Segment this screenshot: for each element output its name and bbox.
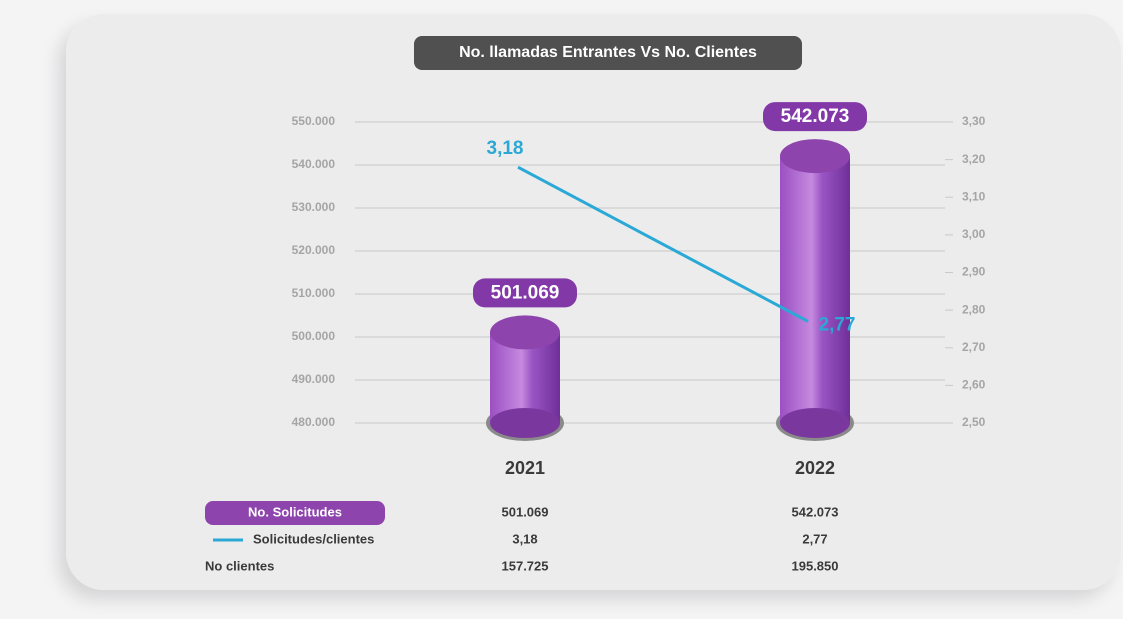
legend-label: No. Solicitudes: [248, 504, 342, 519]
card: [66, 14, 1121, 590]
chart-title: No. llamadas Entrantes Vs No. Clientes: [459, 44, 757, 61]
table-row-label: No clientes: [205, 558, 274, 573]
line-value-label: 2,77: [819, 314, 856, 335]
y2-tick-label: 3,10: [962, 189, 986, 203]
y-tick-label: 550.000: [292, 114, 336, 128]
value-pill: [763, 102, 867, 132]
table-cell: 195.850: [792, 558, 839, 573]
y2-tick-label: 2,50: [962, 415, 986, 429]
bar-bottom: [490, 408, 560, 438]
y2-tick-label: 2,80: [962, 302, 986, 316]
line: [517, 165, 809, 323]
value-pill: [473, 278, 577, 308]
table-cell: 542.073: [792, 504, 839, 519]
legend-label: Solicitudes/clientes: [253, 531, 374, 546]
y2-tick-label: 3,00: [962, 227, 986, 241]
y2-tick-label: 3,20: [962, 152, 986, 166]
legend-pill: [205, 501, 385, 525]
title-pill: [414, 36, 802, 70]
bar-bottom: [780, 408, 850, 438]
table-cell: 2,77: [802, 531, 827, 546]
value-label: 501.069: [491, 282, 560, 303]
y2-tick-label: 2,70: [962, 340, 986, 354]
y-tick-label: 480.000: [292, 415, 336, 429]
table-cell: 3,18: [512, 531, 537, 546]
y2-tick-label: 2,60: [962, 378, 986, 392]
y-tick-label: 520.000: [292, 243, 336, 257]
x-tick-label: 2022: [795, 458, 835, 478]
y-tick-label: 530.000: [292, 200, 336, 214]
y-tick-label: 510.000: [292, 286, 336, 300]
line-value-label: 3,18: [487, 138, 524, 159]
y-tick-label: 490.000: [292, 372, 336, 386]
y2-tick-label: 2,90: [962, 265, 986, 279]
y-tick-label: 540.000: [292, 157, 336, 171]
table-cell: 501.069: [502, 504, 549, 519]
value-label: 542.073: [781, 106, 850, 127]
bar-top: [490, 315, 560, 350]
x-tick-label: 2021: [505, 458, 545, 478]
y2-tick-label: 3,30: [962, 114, 986, 128]
bar: [780, 156, 850, 423]
y-tick-label: 500.000: [292, 329, 336, 343]
table-cell: 157.725: [502, 558, 549, 573]
bar-top: [780, 139, 850, 174]
